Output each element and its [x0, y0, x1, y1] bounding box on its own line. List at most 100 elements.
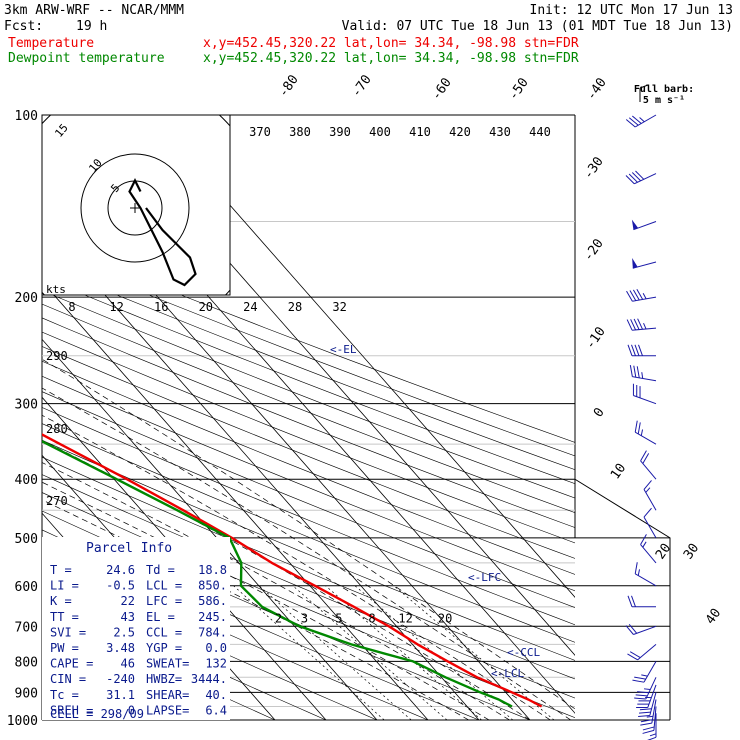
annotation-lfc: <-LFC — [468, 571, 501, 584]
parcel-info-title: Parcel Info — [86, 541, 172, 556]
wind-barb-full — [634, 344, 640, 356]
parcel-row-8-label1: Tc = — [50, 688, 79, 702]
wind-barb-275 — [629, 365, 657, 382]
wind-barb-staff — [634, 114, 657, 128]
mixing-ratio-label-3: 3 — [301, 611, 308, 625]
temperature-location-info: x,y=452.45,320.22 lat,lon= 34.34, -98.98… — [203, 36, 579, 51]
wind-barb-half — [646, 715, 654, 718]
wind-barb-half — [639, 117, 645, 123]
theta-label-380: 380 — [289, 125, 311, 139]
isotherm-0 — [42, 280, 429, 720]
wind-barb-600 — [634, 562, 657, 587]
parcel-info-background — [42, 537, 230, 720]
wind-barb-full — [632, 679, 645, 683]
moist-label-28: 28 — [288, 300, 302, 314]
isotherm-label-m70: -70 — [349, 72, 375, 100]
dry-adiabat--10 — [42, 569, 378, 720]
wind-barb-full — [628, 117, 639, 126]
mixing-ratio-label-2: 2 — [275, 611, 282, 625]
parcel-row-3-label1: TT = — [50, 610, 79, 624]
header: 3km ARW-WRF -- NCAR/MMM Init: 12 UTC Mon… — [4, 3, 733, 66]
wind-barb-full — [640, 534, 647, 545]
pressure-label-800: 800 — [15, 655, 38, 670]
wind-barb-full — [636, 289, 644, 300]
mixing-ratio-label-20: 20 — [438, 611, 452, 625]
wind-barb-full — [627, 653, 638, 661]
wind-barb-full — [638, 711, 651, 714]
isotherm-label-m30: -30 — [581, 154, 607, 182]
wind-barb-staff — [634, 173, 657, 185]
wind-barb-full — [637, 422, 641, 435]
wind-barb-full — [625, 119, 636, 128]
wind-barb-400 — [640, 450, 657, 480]
wind-barb-full — [642, 453, 650, 464]
wind-legend-flag — [639, 84, 649, 89]
isotherm-label-20: 20 — [653, 541, 674, 562]
dewpoint-legend-label: Dewpoint temperature — [8, 51, 165, 66]
moist-adiabat-16 — [42, 462, 510, 720]
hodograph-rings — [42, 115, 230, 295]
wind-barb-250 — [627, 344, 656, 357]
wind-barb-900 — [638, 692, 657, 717]
dry-adiabat-90 — [42, 391, 575, 608]
wind-legend-value: 5 m s⁻¹ — [643, 95, 685, 106]
wind-barb-full — [629, 365, 633, 377]
parcel-row-1-value2: 850. — [198, 579, 227, 593]
mixing-ratio-12 — [354, 585, 514, 720]
pressure-label-400: 400 — [15, 473, 38, 488]
moist-label-32: 32 — [332, 300, 346, 314]
model-title: 3km ARW-WRF -- NCAR/MMM — [4, 3, 184, 18]
wind-barb-staff — [634, 573, 657, 587]
parcel-row-0-value2: 18.8 — [198, 563, 227, 577]
wind-barb-half — [643, 322, 647, 330]
wind-barb-full — [634, 420, 638, 433]
wind-barb-staff — [634, 431, 657, 445]
wind-barb-full — [631, 115, 642, 124]
isotherm-label-30: 30 — [681, 541, 702, 562]
dry-adiabat-190 — [42, 251, 575, 457]
wind-barb-full — [636, 366, 640, 378]
wind-barb-full — [642, 726, 655, 731]
wind-barb-pennant — [632, 258, 638, 269]
theta-label-410: 410 — [409, 125, 431, 139]
wind-barb-staff — [643, 516, 657, 539]
mixing-ratio-8 — [325, 585, 482, 720]
wind-barb-975 — [647, 713, 657, 740]
theta-label-270: 270 — [46, 494, 68, 508]
parcel-row-2-label2: LFC = — [146, 594, 182, 608]
dry-adiabat-100 — [42, 375, 575, 592]
wind-barb-700 — [625, 624, 657, 635]
wind-barb-full — [627, 595, 633, 607]
wind-barb-half — [642, 541, 647, 548]
wind-barb-full — [625, 175, 635, 185]
parcel-row-4-value2: 784. — [198, 625, 227, 639]
wind-barb-staff — [643, 489, 657, 511]
parcel-row-1-label2: LCL = — [146, 579, 182, 593]
pressure-label-500: 500 — [15, 532, 38, 547]
wind-barb-staff — [653, 706, 657, 731]
moist-adiabat-12 — [42, 481, 490, 720]
wind-barb-850 — [634, 677, 657, 700]
mixing-ratio-label-5: 5 — [335, 611, 342, 625]
wind-barb-full — [633, 365, 637, 378]
mixing-ratio-label-12: 12 — [398, 611, 412, 625]
parcel-row-7-label2: HWBZ= — [146, 672, 182, 686]
moist-label-8: 8 — [68, 300, 75, 314]
wind-barb-full — [631, 344, 636, 356]
wind-barb-staff — [640, 460, 657, 480]
wind-barb-full — [639, 386, 641, 398]
wind-barbs — [625, 84, 657, 740]
wind-barb-half — [649, 733, 657, 737]
parcel-info-box: Parcel Info CELL = 298/09 T = 24.6 Td = 18.… — [42, 537, 230, 721]
parcel-row-0-value1: 24.6 — [106, 563, 135, 577]
parcel-row-5-label1: PW = — [50, 641, 79, 655]
dry-adiabat-200 — [42, 238, 575, 443]
wind-barb-full — [640, 722, 652, 726]
wind-barb-full — [637, 691, 649, 694]
wind-barb-full — [639, 708, 652, 711]
hodograph-frame — [41, 114, 231, 296]
dry-adiabat-170 — [42, 276, 575, 484]
wind-barb-full — [625, 625, 634, 635]
